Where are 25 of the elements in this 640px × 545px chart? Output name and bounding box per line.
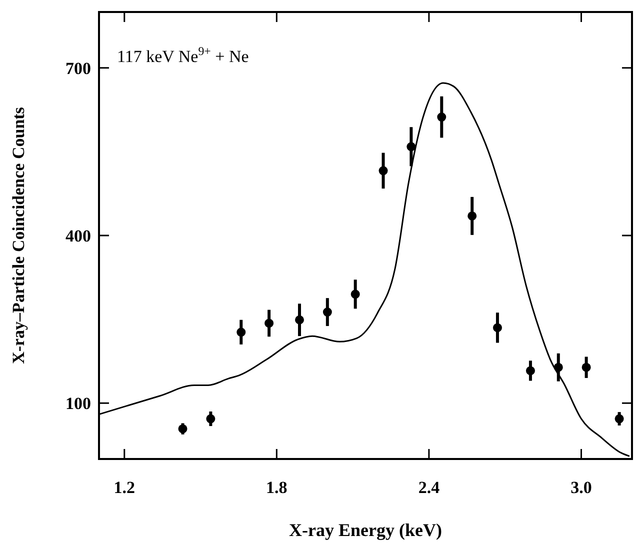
y-tick-label: 400: [66, 226, 91, 246]
x-tick-label: 1.2: [114, 478, 136, 497]
point: [264, 318, 274, 328]
x-tick-label: 1.8: [266, 478, 288, 497]
y-tick-label: 100: [66, 394, 91, 414]
point: [492, 323, 502, 332]
annotation: 117 keV Ne$^{9+}$ + Ne: [117, 44, 249, 66]
point: [614, 414, 624, 424]
y-axis-title: X-ray–Particle Coincidence Counts: [9, 106, 28, 364]
point: [468, 211, 477, 220]
point: [582, 362, 591, 372]
point: [295, 315, 304, 324]
point: [406, 142, 416, 152]
point: [378, 166, 388, 176]
point: [236, 328, 246, 337]
point: [178, 424, 188, 434]
x-axis-title: X-ray Energy (keV): [289, 520, 442, 540]
x-tick-label: 2.4: [418, 478, 440, 497]
x-tick-label: 3.0: [570, 478, 592, 497]
point: [437, 112, 446, 122]
point: [206, 414, 216, 424]
point: [322, 308, 332, 317]
point: [350, 290, 360, 299]
point: [526, 366, 535, 376]
y-tick-label: 700: [66, 58, 91, 78]
